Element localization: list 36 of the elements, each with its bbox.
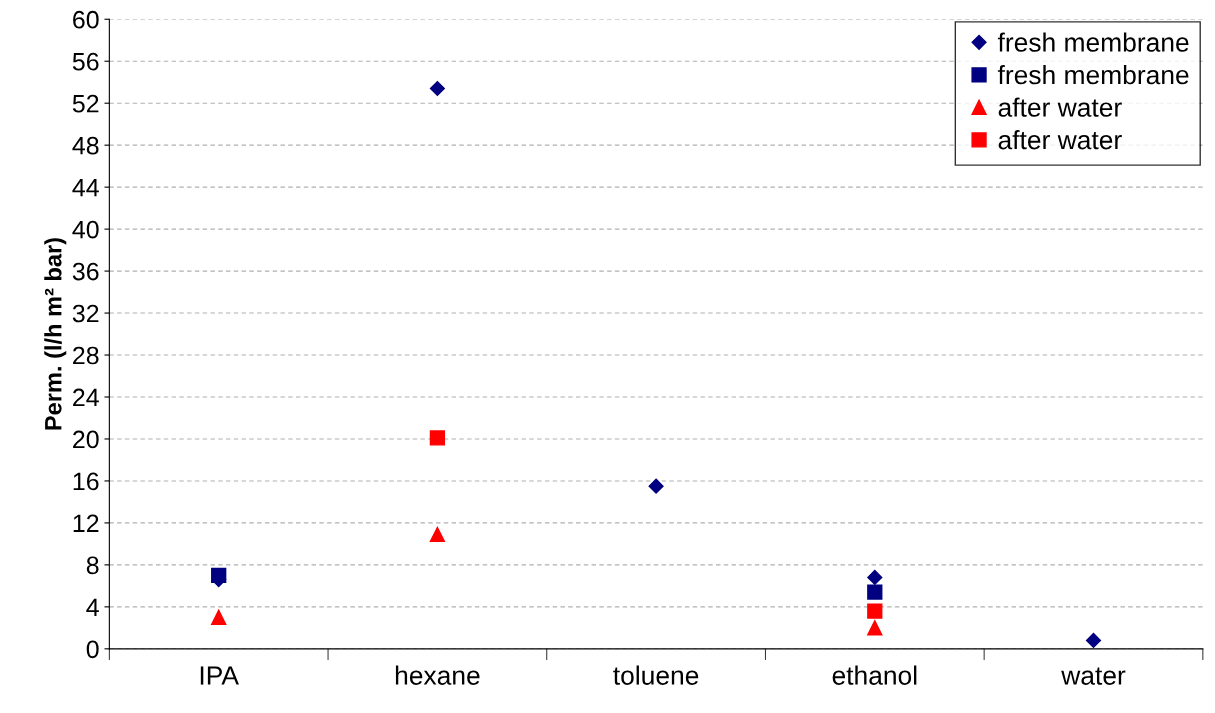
point [429,430,446,446]
x-tick-label: ethanol [832,665,917,685]
y-tick-label: 36 [72,262,99,281]
legend-label: fresh membrane [997,64,1189,85]
y-axis-title: Perm. (l/h m² bar) [44,238,67,430]
y-tick-label: 60 [73,10,99,29]
y-tick-label: 20 [73,430,99,449]
y-tick-label: 48 [72,136,99,155]
point [867,603,883,619]
point [429,80,445,97]
legend-label: fresh membrane [997,32,1189,52]
x-tick-label: toluene [613,665,699,685]
y-tick-label: 44 [72,179,99,197]
x-tick-label: water [1061,667,1126,685]
x-tick-label: IPA [200,666,239,685]
y-tick-label: 52 [72,94,99,113]
point [867,620,883,636]
y-tick-label: 56 [72,52,99,71]
point [1085,632,1102,649]
point [648,478,664,494]
point [867,569,883,586]
point [211,609,227,625]
y-tick-label: 12 [73,514,99,532]
x-tick-label: hexane [395,665,480,685]
y-tick-label: 0 [86,640,99,659]
y-tick-label: 28 [73,346,99,365]
y-tick-label: 40 [72,220,99,239]
point [429,526,446,543]
y-tick-label: 8 [86,556,99,575]
y-tick-label: 4 [86,598,99,616]
y-tick-label: 24 [73,388,99,407]
legend-label: after water [998,97,1122,117]
y-tick-label: 16 [73,472,99,491]
point [867,584,883,600]
legend-label: after water [998,130,1122,150]
y-tick-label: 32 [72,304,99,323]
